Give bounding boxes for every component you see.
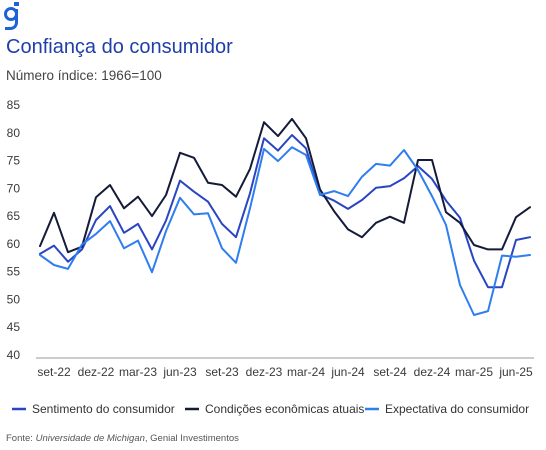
y-tick-label: 65	[7, 209, 21, 223]
y-tick-label: 45	[7, 320, 21, 334]
series-line-2	[39, 117, 531, 254]
x-tick-label: dez-22	[78, 365, 115, 379]
x-tick-label: mar-23	[119, 365, 157, 379]
y-tick-label: 40	[7, 348, 21, 362]
y-tick-label: 60	[7, 237, 21, 251]
brand-logo-icon	[4, 2, 19, 30]
legend-label: Sentimento do consumidor	[32, 402, 175, 416]
x-tick-label: mar-25	[455, 365, 493, 379]
source-note: Fonte: Universidade de Michigan, Genial …	[6, 433, 239, 444]
legend-label: Condições econômicas atuais	[205, 402, 364, 416]
y-tick-label: 80	[7, 126, 21, 140]
x-tick-label: mar-24	[287, 365, 325, 379]
source-suffix: , Genial Investimentos	[144, 433, 239, 444]
series-line-3	[39, 146, 531, 316]
chart-title: Confiança do consumidor	[6, 36, 233, 58]
series-line-1	[39, 134, 531, 289]
x-tick-label: set-22	[37, 365, 71, 379]
x-tick-label: jun-23	[162, 365, 197, 379]
chart-subtitle: Número índice: 1966=100	[6, 68, 162, 83]
y-tick-label: 50	[7, 292, 21, 306]
source-italic: Universidade de Michigan	[35, 433, 145, 444]
x-tick-label: set-23	[205, 365, 239, 379]
y-tick-label: 75	[7, 154, 21, 168]
y-tick-label: 70	[7, 181, 21, 195]
x-tick-label: dez-24	[414, 365, 451, 379]
source-prefix: Fonte:	[6, 433, 36, 444]
legend-label: Expectativa do consumidor	[385, 402, 529, 416]
y-tick-label: 85	[7, 98, 21, 112]
x-tick-label: dez-23	[246, 365, 283, 379]
x-tick-label: set-24	[373, 365, 407, 379]
x-tick-label: jun-24	[330, 365, 365, 379]
x-tick-label: jun-25	[498, 365, 533, 379]
y-tick-label: 55	[7, 265, 21, 279]
